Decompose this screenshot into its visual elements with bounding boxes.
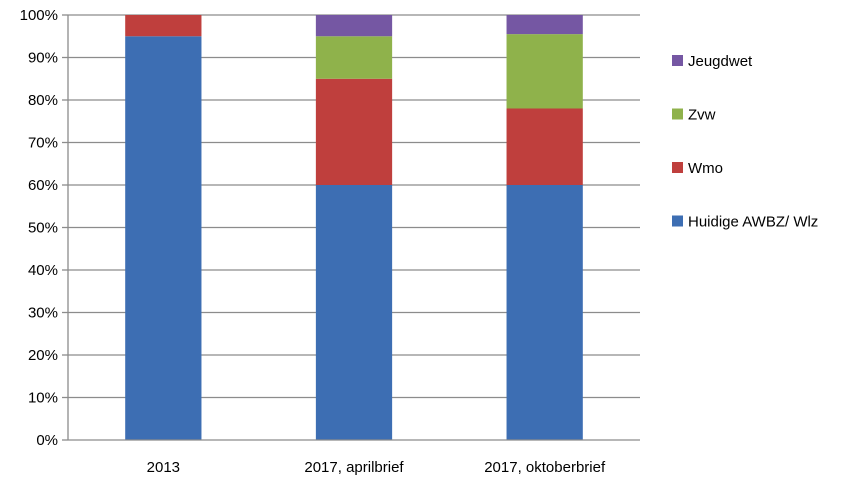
legend-label: Huidige AWBZ/ Wlz: [688, 214, 818, 231]
y-tick-label: 60%: [28, 177, 58, 194]
bar-segment-jeugdwet: [506, 15, 583, 35]
axes: [67, 15, 640, 441]
bar-segment-huidige-awbz-wlz: [315, 185, 393, 440]
bars: [125, 15, 583, 440]
y-tick-label: 0%: [36, 432, 58, 449]
legend: Jeugdwet Zvw Wmo Huidige AWBZ/ Wlz: [672, 53, 818, 231]
x-tick-label: 2013: [147, 459, 180, 476]
bar-segment-wmo: [125, 15, 202, 37]
bar-segment-huidige-awbz-wlz: [506, 185, 583, 440]
legend-swatch: [672, 108, 683, 120]
bar-segment-wmo: [506, 108, 583, 185]
bar-segment-wmo: [315, 78, 393, 185]
y-tick-label: 100%: [20, 7, 58, 24]
x-tick-label: 2017, aprilbrief: [304, 459, 404, 476]
y-tick-label: 30%: [28, 305, 58, 322]
y-tick-label: 20%: [28, 347, 58, 364]
bar-segment-jeugdwet: [315, 15, 393, 37]
y-tick-label: 50%: [28, 220, 58, 237]
legend-swatch: [672, 55, 683, 66]
bar-segment-zvw: [315, 36, 393, 79]
x-axis-tick-labels: 2013 2017, aprilbrief 2017, oktoberbrief: [147, 459, 606, 476]
x-tick-label: 2017, oktoberbrief: [484, 459, 606, 476]
legend-swatch: [672, 162, 683, 173]
y-tick-label: 80%: [28, 92, 58, 109]
y-tick-label: 70%: [28, 135, 58, 152]
legend-label: Wmo: [688, 160, 723, 177]
y-axis-tick-labels: 0% 10% 20% 30% 40% 50% 60% 70% 80% 90% 100%: [20, 7, 58, 449]
legend-label: Zvw: [688, 107, 716, 124]
bar-segment-huidige-awbz-wlz: [125, 36, 202, 440]
bar-segment-zvw: [506, 34, 583, 109]
legend-swatch: [672, 215, 683, 227]
legend-label: Jeugdwet: [688, 53, 753, 70]
y-tick-label: 40%: [28, 262, 58, 279]
y-tick-label: 10%: [28, 390, 58, 407]
y-tick-label: 90%: [28, 50, 58, 67]
